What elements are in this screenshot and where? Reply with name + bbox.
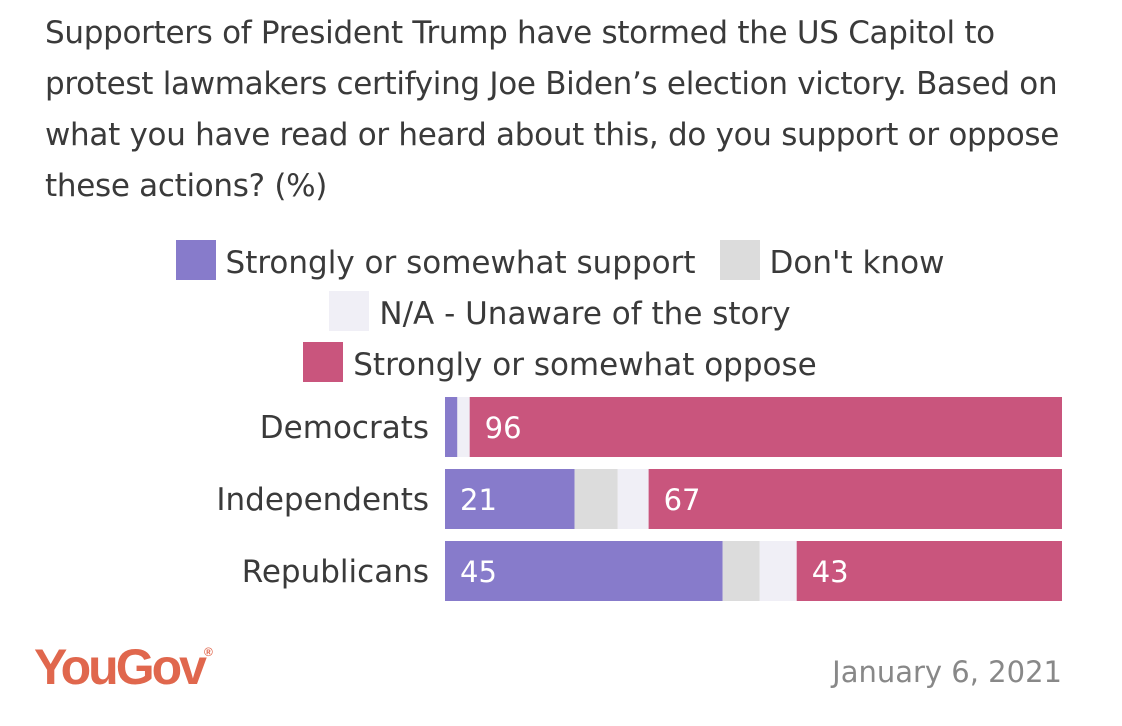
legend: Strongly or somewhat support Don't know N/…	[60, 238, 1060, 391]
category-label: Independents	[216, 482, 429, 518]
bar-segment	[617, 469, 649, 529]
legend-swatch	[175, 240, 216, 280]
category-label: Republicans	[242, 554, 429, 590]
data-label: 96	[485, 411, 522, 445]
legend-swatch	[719, 240, 760, 280]
data-label: 45	[460, 555, 497, 589]
data-label: 67	[664, 483, 701, 517]
bar-segment	[445, 469, 575, 529]
legend-label: N/A - Unaware of the story	[379, 296, 791, 332]
brand-text: YouGov	[34, 639, 207, 695]
bar-segment	[648, 469, 1062, 529]
legend-label: Strongly or somewhat support	[225, 245, 696, 281]
legend-swatch	[329, 291, 370, 331]
bar-segment	[445, 541, 723, 601]
legend-item: Strongly or somewhat support	[175, 238, 696, 289]
bar-segment	[759, 541, 797, 601]
data-label: 21	[460, 483, 497, 517]
bar-segment	[445, 397, 458, 457]
legend-swatch	[303, 342, 344, 382]
bar-segment	[722, 541, 760, 601]
legend-item: N/A - Unaware of the story	[329, 289, 791, 340]
legend-label: Don't know	[769, 245, 945, 281]
legend-label: Strongly or somewhat oppose	[353, 347, 817, 383]
chart-title: Supporters of President Trump have storm…	[45, 15, 1060, 204]
yougov-logo: YouGov®	[34, 639, 213, 695]
legend-item: Don't know	[719, 238, 945, 289]
bar-segment	[457, 397, 470, 457]
date-label: January 6, 2021	[832, 655, 1062, 689]
data-label: 43	[812, 555, 849, 589]
category-label: Democrats	[260, 410, 429, 446]
bar-segment	[796, 541, 1062, 601]
legend-item: Strongly or somewhat oppose	[303, 340, 817, 391]
bar-segment	[469, 397, 1062, 457]
bar-segment	[574, 469, 618, 529]
